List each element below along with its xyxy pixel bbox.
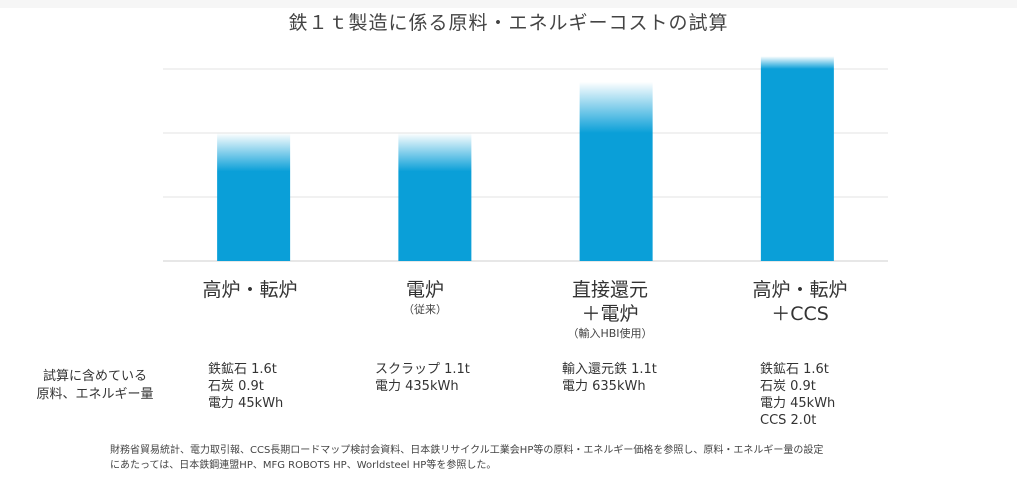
category-label-sub: （従来） <box>403 303 447 316</box>
footnote-line2: にあたっては、日本鉄鋼連盟HP、MFG ROBOTS HP、Worldsteel… <box>110 460 497 471</box>
details-direct-reduction: 輸入還元鉄 1.1t 電力 635kWh <box>562 361 657 395</box>
detail-item: 電力 45kWh <box>208 396 284 411</box>
category-label-line1: 電炉 <box>405 279 444 301</box>
row-header-line2: 原料、エネルギー量 <box>36 387 154 402</box>
category-label-blast-furnace-ccs: 高炉・転炉 ＋CCS <box>720 278 880 326</box>
bar-2 <box>398 133 472 261</box>
bars <box>217 56 834 262</box>
category-label-sub: （輸入HBI使用） <box>567 327 653 340</box>
detail-item: 石炭 0.9t <box>208 379 264 394</box>
category-label-blast-furnace: 高炉・転炉 <box>175 278 325 302</box>
category-label-line1: 高炉・転炉 <box>752 279 848 301</box>
bar-chart <box>163 56 888 262</box>
category-label-line1: 直接還元 <box>571 279 648 301</box>
bar-3 <box>579 81 653 261</box>
chart-title: 鉄１ｔ製造に係る原料・エネルギーコストの試算 <box>288 12 729 34</box>
detail-item: 電力 435kWh <box>375 379 459 394</box>
detail-item: 輸入還元鉄 1.1t <box>562 362 657 377</box>
category-label-line2: ＋CCS <box>771 303 829 325</box>
category-label-line1: 高炉・転炉 <box>202 279 298 301</box>
detail-item: 電力 45kWh <box>760 396 836 411</box>
detail-item: 鉄鉱石 1.6t <box>208 362 277 377</box>
footnote-line1: 財務省貿易統計、電力取引報、CCS長期ロードマップ検討会資料、日本鉄リサイクル工… <box>110 445 824 456</box>
category-label-line2: ＋電炉 <box>581 303 639 325</box>
detail-item: 電力 635kWh <box>562 379 646 394</box>
row-header-line1: 試算に含めている <box>42 369 147 384</box>
detail-item: 石炭 0.9t <box>760 379 816 394</box>
detail-item: スクラップ 1.1t <box>375 362 470 377</box>
top-strip <box>0 0 1017 8</box>
details-blast-furnace-ccs: 鉄鉱石 1.6t 石炭 0.9t 電力 45kWh CCS 2.0t <box>760 361 835 429</box>
category-label-direct-reduction: 直接還元 ＋電炉 （輸入HBI使用） <box>530 278 690 342</box>
detail-item: CCS 2.0t <box>760 413 817 428</box>
category-label-electric-furnace: 電炉 （従来） <box>360 278 490 318</box>
details-electric-furnace: スクラップ 1.1t 電力 435kWh <box>375 361 470 395</box>
row-header: 試算に含めている 原料、エネルギー量 <box>30 368 160 404</box>
details-blast-furnace: 鉄鉱石 1.6t 石炭 0.9t 電力 45kWh <box>208 361 283 412</box>
detail-item: 鉄鉱石 1.6t <box>760 362 829 377</box>
bar-1 <box>217 133 291 261</box>
footnote: 財務省貿易統計、電力取引報、CCS長期ロードマップ検討会資料、日本鉄リサイクル工… <box>110 443 890 473</box>
bar-4 <box>760 56 834 262</box>
